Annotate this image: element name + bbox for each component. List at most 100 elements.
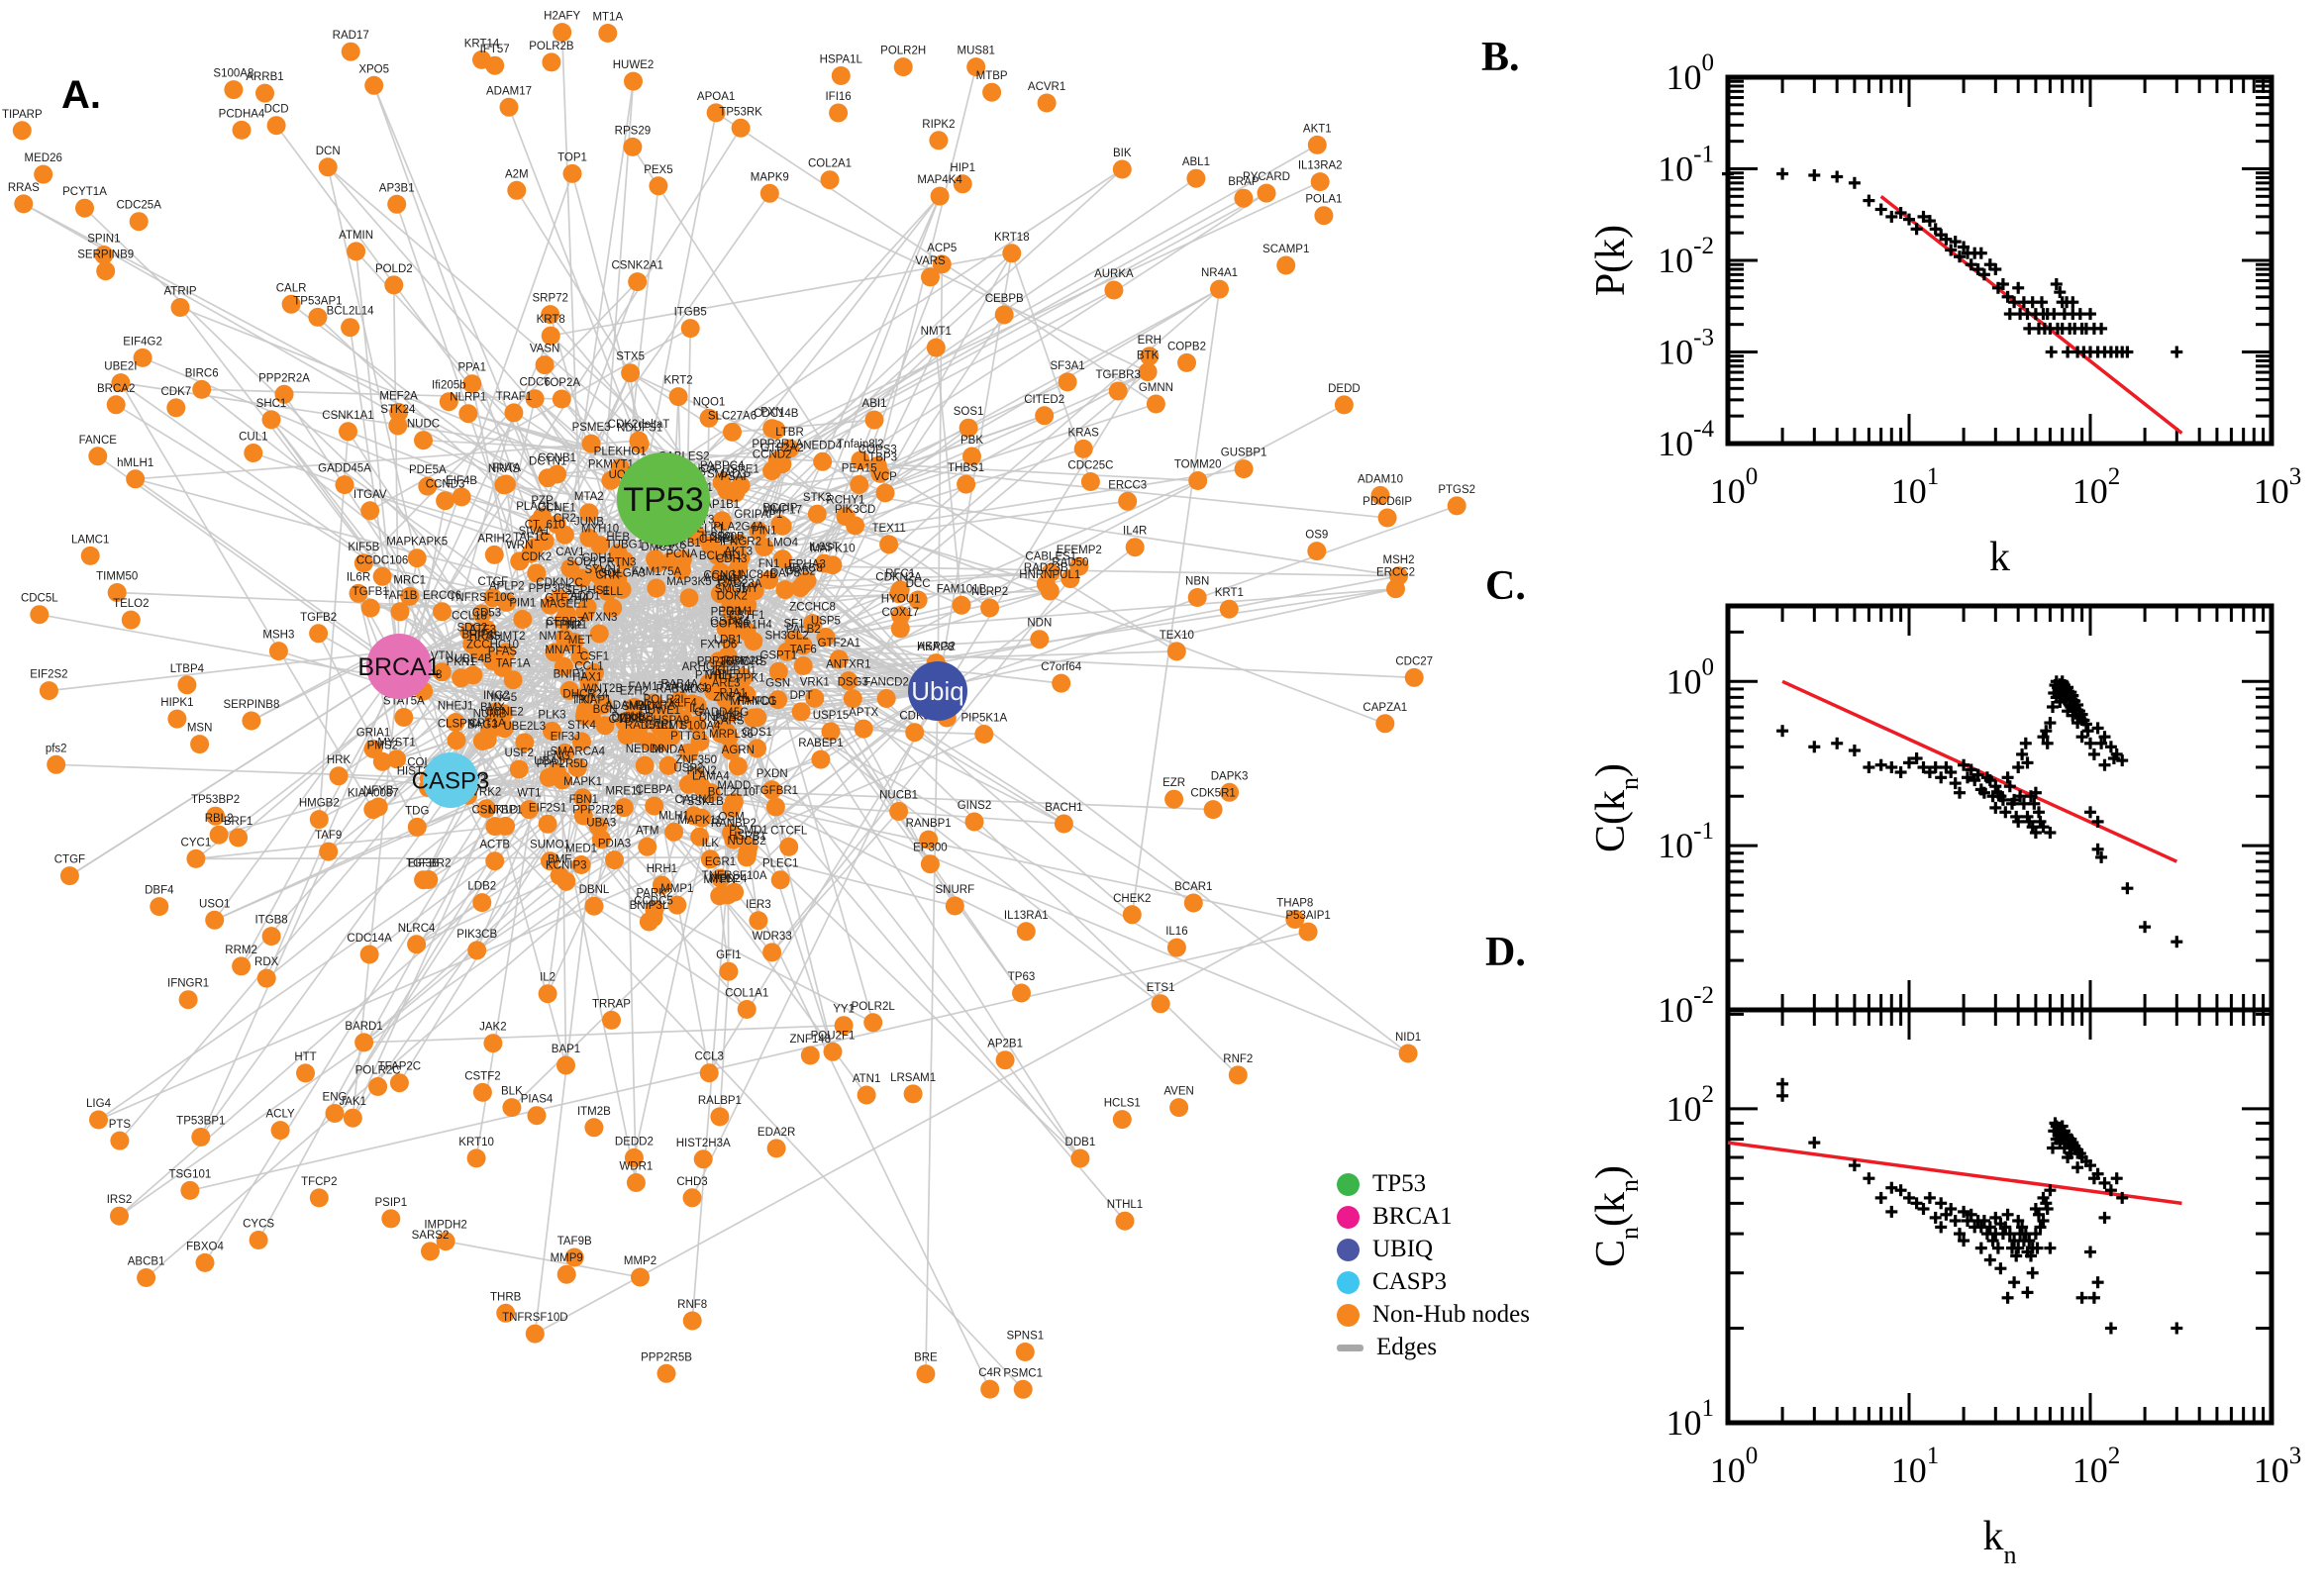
network-node-label: ADAM17 <box>486 85 532 97</box>
network-node <box>726 483 746 503</box>
network-node <box>891 606 911 626</box>
network-node-label: PIAS4 <box>521 1094 554 1106</box>
network-node-label: SUMO1 <box>530 840 570 851</box>
network-node-label: CDC5L <box>21 593 58 605</box>
network-node <box>363 740 383 758</box>
network-node <box>711 868 730 888</box>
network-node-label: A2M <box>505 168 529 180</box>
network-node-label: PTS <box>109 1119 132 1131</box>
network-node-label: PSIP1 <box>374 1197 407 1209</box>
network-node-label: LRSAM1 <box>890 1072 936 1084</box>
network-node-label: TOP2A <box>544 377 581 389</box>
network-node-label: LDB2 <box>467 881 496 893</box>
network-node <box>777 642 797 661</box>
network-node-label: ATN1 <box>853 1073 881 1085</box>
network-node <box>472 893 492 913</box>
network-node-label: CDKN2C <box>536 577 582 589</box>
network-node <box>59 866 79 886</box>
network-node-label: PRIM1 <box>718 606 753 618</box>
network-node-label: H2AFY <box>544 11 580 23</box>
network-node <box>829 103 849 123</box>
network-node-label: NQO1 <box>693 396 726 408</box>
network-node-label: RIPK1 <box>675 682 708 694</box>
network-node <box>475 643 495 662</box>
network-node <box>780 439 799 458</box>
network-node-label: ARRB1 <box>246 71 283 83</box>
network-node-label: CSF1 <box>580 651 609 663</box>
network-node-label: CPT1A <box>469 718 506 730</box>
network-node-label: FNTA <box>492 462 522 474</box>
network-node-label: USO1 <box>199 898 230 910</box>
network-node-label: ABI1 <box>862 398 887 410</box>
network-node <box>645 796 664 816</box>
network-node <box>502 1098 522 1118</box>
network-node <box>166 398 186 418</box>
network-node <box>389 403 409 422</box>
network-node <box>1183 893 1203 913</box>
network-node-label: PPP3R1 <box>529 583 572 595</box>
network-node-label: CTCFL <box>770 825 808 837</box>
network-node-label: ACP5 <box>927 243 957 254</box>
network-node-label: PLK3 <box>538 709 565 721</box>
network-node-label: ERH <box>1138 335 1162 347</box>
network-node <box>554 656 573 676</box>
network-node-label: LAMA4 <box>692 771 730 783</box>
network-node-label: MED1 <box>565 844 597 855</box>
network-node <box>554 611 573 630</box>
network-node-label: EIF3B <box>408 858 440 870</box>
network-node-label: DNAJA3 <box>699 712 743 724</box>
network-node <box>573 788 593 808</box>
network-node <box>1069 556 1089 576</box>
network-node-label: CTCF <box>477 576 508 588</box>
network-node-label: HTT <box>294 1051 316 1063</box>
network-node <box>1118 491 1138 511</box>
network-node <box>542 52 561 72</box>
network-node <box>126 469 146 489</box>
network-node-label: SERPINB8 <box>223 699 279 711</box>
network-node-label: TAF1A <box>496 658 531 670</box>
network-node <box>649 176 668 196</box>
network-node-label: HSPB1 <box>729 831 766 843</box>
network-node-label: PCYT1A <box>62 186 107 198</box>
network-node-label: MSN <box>187 723 213 735</box>
network-node-label: LIG4 <box>86 1098 112 1110</box>
network-node-label: MADD <box>717 780 751 792</box>
network-node-label: AKAP8 <box>917 642 954 653</box>
network-node <box>876 689 896 708</box>
network-node <box>1370 485 1390 505</box>
network-node <box>1314 206 1334 226</box>
network-node-label: BMF <box>548 853 571 865</box>
network-node <box>274 384 294 404</box>
legend-label: CASP3 <box>1372 1268 1448 1295</box>
network-node-label: NUMB <box>473 709 507 721</box>
network-node-label: HSPA1L <box>820 54 863 66</box>
network-node <box>919 830 939 849</box>
network-node-label: PLAGL1 <box>516 501 558 513</box>
network-node-label: GOLGA3 <box>598 567 645 579</box>
network-node <box>242 711 261 731</box>
network-node-label: KRT2 <box>663 375 692 387</box>
network-node <box>494 719 514 739</box>
network-node <box>206 806 226 826</box>
network-node-label: CAV1 <box>556 547 584 558</box>
network-node <box>1122 905 1142 925</box>
network-node <box>388 416 408 436</box>
network-node <box>1104 280 1124 300</box>
network-node <box>762 461 782 481</box>
network-node <box>823 555 843 575</box>
network-node <box>137 1268 156 1287</box>
network-node <box>744 708 763 728</box>
network-node-label: ALG9 <box>682 683 711 695</box>
network-node <box>527 563 547 583</box>
network-node <box>439 392 458 412</box>
network-node-label: Dynlrb2 <box>611 711 651 723</box>
network-node-label: CT_610 <box>525 520 565 532</box>
network-node <box>562 163 582 183</box>
network-node-label: MMP1 <box>660 883 693 895</box>
network-node <box>791 702 811 722</box>
network-node <box>261 410 281 430</box>
network-node <box>1151 994 1170 1014</box>
network-node <box>232 120 252 140</box>
network-node-label: JUNB <box>574 516 604 528</box>
network-node-label: HSPA9 <box>653 715 689 727</box>
